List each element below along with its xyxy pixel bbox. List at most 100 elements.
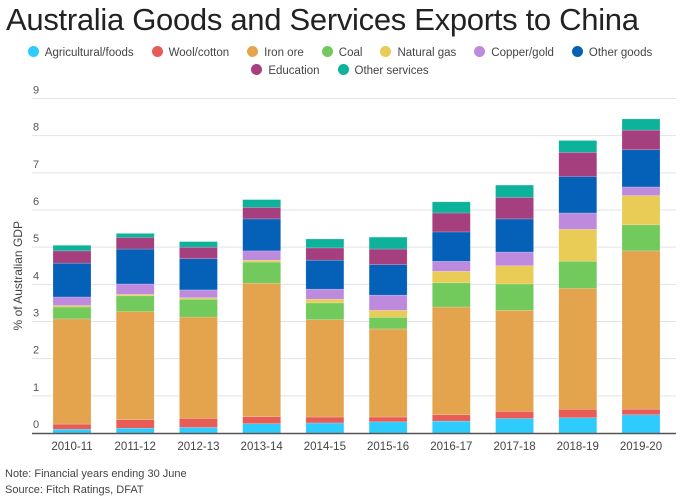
bar-segment <box>495 265 534 285</box>
bar-segment <box>242 416 281 424</box>
bar-segment <box>558 212 598 230</box>
plot-area: 0 1 2 3 4 5 6 7 8 9 % of Australian GDP 2010-11 2011… <box>11 85 676 453</box>
bar-segment <box>432 201 471 214</box>
bar-segment <box>495 197 534 220</box>
chart-title: Australia Goods and Services Exports to … <box>6 2 639 37</box>
bar-segment <box>621 129 661 151</box>
legend-item[interactable]: Natural gas <box>380 44 456 62</box>
legend-label: Other services <box>354 65 429 77</box>
bar-segment <box>558 417 598 434</box>
legend-swatch <box>474 46 486 57</box>
bar-segment <box>368 310 408 318</box>
bar-segment <box>115 233 155 238</box>
bar-segment <box>495 283 534 311</box>
x-tick-label: 2018-19 <box>557 441 599 453</box>
legend-item[interactable]: Other services <box>337 62 429 80</box>
bar-segment <box>242 282 281 417</box>
legend-label: Iron ore <box>264 47 304 59</box>
x-tick-label: 2012-13 <box>177 441 219 453</box>
bar-segment <box>242 207 281 220</box>
bar-segment <box>558 229 598 262</box>
bar-segment <box>495 310 534 412</box>
legend-swatch <box>151 46 163 57</box>
bar-segment <box>179 316 218 419</box>
bar-segment <box>432 212 471 233</box>
footnotes: Note: Financial years ending 30 June Sou… <box>5 466 187 498</box>
bar-segment <box>621 250 661 410</box>
bar-segment <box>368 236 408 250</box>
bar-segment <box>495 251 534 267</box>
bar-segment <box>115 237 155 250</box>
bar-segment <box>621 118 661 131</box>
bar-segment <box>558 261 598 289</box>
legend-swatch <box>321 46 333 57</box>
legend-item[interactable]: Copper/gold <box>474 44 554 62</box>
legend-item[interactable]: Agricultural/foods <box>27 44 134 62</box>
bar-segment <box>115 248 155 285</box>
x-tick-label: 2016-17 <box>430 441 472 453</box>
legend-label: Other goods <box>588 47 653 59</box>
bar-segment <box>621 186 661 196</box>
legend: Agricultural/foods Wool/cotton Iron ore Coa… <box>0 44 680 80</box>
bar-segment <box>368 294 408 311</box>
bar-segment <box>558 408 598 419</box>
bar-segment <box>305 422 345 434</box>
bar-segment <box>432 231 471 262</box>
legend-label: Agricultural/foods <box>44 47 134 59</box>
bar-segment <box>432 420 471 434</box>
bar-segment <box>495 218 534 253</box>
bar-segment <box>179 418 218 428</box>
legend-label: Coal <box>338 47 363 59</box>
bar-segment <box>52 262 92 298</box>
bar-segment <box>495 184 534 198</box>
bar-segment <box>52 250 92 264</box>
bar-segment <box>115 283 155 295</box>
bar-segment <box>621 149 661 188</box>
y-tick-label: 5 <box>33 233 39 245</box>
legend-label: Natural gas <box>397 47 457 59</box>
y-tick-label: 2 <box>33 345 39 357</box>
bar-segment <box>305 298 345 304</box>
x-tick-label: 2013-14 <box>241 441 284 453</box>
source-text: Source: Fitch Ratings, DFAT <box>5 484 144 496</box>
legend-swatch <box>251 64 263 75</box>
legend-label: Education <box>268 65 320 77</box>
bar-segment <box>52 306 92 320</box>
bar-segment <box>179 298 218 318</box>
legend-item[interactable]: Coal <box>321 44 363 62</box>
legend-swatch <box>247 46 259 57</box>
bar-segment <box>368 248 408 265</box>
bar-segment <box>179 241 218 248</box>
bar-segment <box>305 259 345 290</box>
legend-swatch <box>337 64 349 75</box>
y-tick-label: 0 <box>33 419 39 431</box>
y-tick-label: 8 <box>33 122 39 134</box>
bar-segment <box>242 199 281 208</box>
legend-item[interactable]: Education <box>251 62 320 80</box>
bar-segment <box>558 140 598 153</box>
bar-segment <box>368 317 408 330</box>
bar-segment <box>242 218 281 252</box>
legend-swatch <box>380 46 392 57</box>
bar-segment <box>432 271 471 284</box>
x-tick-label: 2011-12 <box>115 441 156 453</box>
y-tick-label: 1 <box>33 382 39 394</box>
bar-segment <box>52 245 92 252</box>
legend-item[interactable]: Iron ore <box>247 44 304 62</box>
bar-segment <box>242 250 281 261</box>
bar-segment <box>558 176 598 214</box>
bar-segment <box>368 416 408 423</box>
legend-label: Wool/cotton <box>168 47 230 59</box>
y-tick-label: 3 <box>33 308 39 320</box>
legend-swatch <box>27 46 39 57</box>
y-tick-label: 4 <box>33 270 39 282</box>
legend-item[interactable]: Wool/cotton <box>151 44 230 62</box>
bar-segment <box>558 288 598 410</box>
bar-segment <box>432 261 471 272</box>
bar-segment <box>305 238 345 249</box>
bar-segment <box>115 311 155 420</box>
legend-item[interactable]: Other goods <box>571 44 653 62</box>
legend-swatch <box>571 46 583 57</box>
bar-segment <box>432 306 471 416</box>
bar-segment <box>115 419 155 429</box>
